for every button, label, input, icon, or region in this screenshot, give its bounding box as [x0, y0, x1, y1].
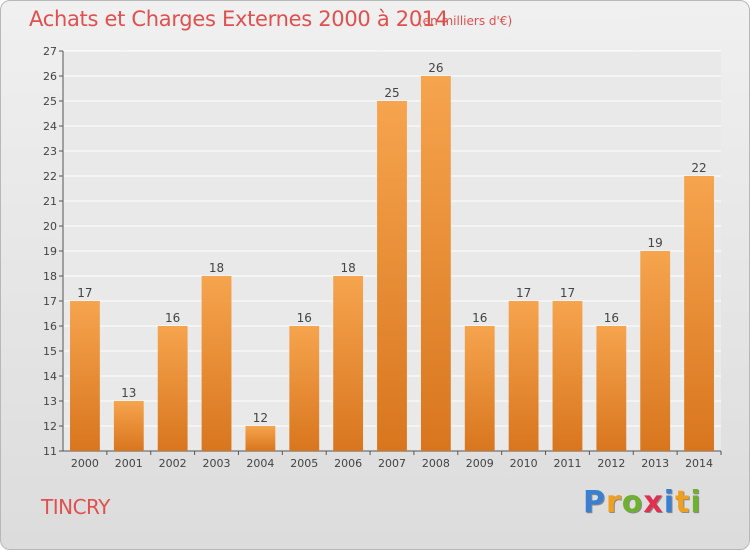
data-labels: 17 13 16 18 12 16 18 25 26 16 17 17 16 19 22 [77, 61, 706, 425]
data-label: 16 [604, 311, 619, 325]
y-tick-label: 16 [43, 320, 57, 333]
y-tick-label: 25 [43, 95, 57, 108]
bars [70, 76, 714, 451]
commune-name: TINCRY [41, 495, 110, 519]
y-tick-label: 26 [43, 70, 57, 83]
data-label: 17 [77, 286, 92, 300]
x-tick-label: 2006 [334, 457, 362, 470]
x-tick-label: 2009 [466, 457, 494, 470]
x-tick-label: 2014 [685, 457, 713, 470]
x-tick-label: 2003 [203, 457, 231, 470]
y-tick-label: 15 [43, 345, 57, 358]
bar-2007 [377, 101, 407, 451]
proxiti-logo[interactable]: Proxiti [583, 485, 702, 520]
x-tick-label: 2008 [422, 457, 450, 470]
y-tick-label: 22 [43, 170, 57, 183]
y-tick-label: 24 [43, 120, 57, 133]
x-tick-label: 2007 [378, 457, 406, 470]
bar-2005 [289, 326, 320, 451]
y-tick-label: 12 [43, 420, 57, 433]
data-label: 19 [648, 236, 663, 250]
data-label: 18 [340, 261, 355, 275]
data-label: 13 [121, 386, 136, 400]
x-tick-label: 2004 [246, 457, 274, 470]
logo-letter: r [606, 485, 622, 520]
data-label: 17 [560, 286, 575, 300]
bar-2011 [552, 301, 583, 451]
logo-letter: t [675, 485, 691, 520]
data-label: 16 [472, 311, 487, 325]
x-tick-label: 2012 [597, 457, 625, 470]
y-tick-label: 21 [43, 195, 57, 208]
bar-2013 [640, 251, 671, 451]
bar-2008 [420, 76, 451, 451]
bar-2012 [596, 326, 627, 451]
logo-letter: P [583, 485, 606, 520]
x-tick-label: 2005 [290, 457, 318, 470]
bar-2009 [464, 326, 495, 451]
x-tick-label: 2000 [71, 457, 99, 470]
bar-2004 [245, 426, 276, 451]
data-label: 26 [428, 61, 443, 75]
logo-letter: i [663, 485, 676, 520]
y-tick-label: 19 [43, 245, 57, 258]
y-tick-label: 11 [43, 445, 57, 458]
data-label: 16 [165, 311, 180, 325]
logo-letter: x [643, 485, 664, 520]
data-label: 12 [253, 411, 268, 425]
y-tick-label: 20 [43, 220, 57, 233]
x-tick-label: 2010 [510, 457, 538, 470]
data-label: 17 [516, 286, 531, 300]
bar-2000 [70, 301, 100, 451]
bar-2003 [201, 276, 232, 451]
x-tick-label: 2011 [553, 457, 581, 470]
x-tick-label: 2001 [115, 457, 143, 470]
y-tick-label: 14 [43, 370, 57, 383]
data-label: 18 [209, 261, 224, 275]
bar-2002 [157, 326, 188, 451]
y-tick-label: 13 [43, 395, 57, 408]
y-tick-label: 18 [43, 270, 57, 283]
bar-2014 [684, 176, 714, 451]
y-tick-label: 27 [43, 45, 57, 58]
y-tick-label: 17 [43, 295, 57, 308]
y-tick-label: 23 [43, 145, 57, 158]
bar-2010 [508, 301, 539, 451]
x-tick-label: 2013 [641, 457, 669, 470]
data-label: 22 [691, 161, 706, 175]
bar-2001 [113, 401, 144, 451]
chart-title: Achats et Charges Externes 2000 à 2014 [29, 7, 449, 31]
chart-subtitle: (en milliers d'€) [418, 14, 513, 28]
logo-letter: i [690, 485, 702, 520]
x-tick-label: 2002 [159, 457, 187, 470]
data-label: 16 [297, 311, 312, 325]
data-label: 25 [384, 86, 399, 100]
bar-2006 [333, 276, 364, 451]
logo-letter: o [621, 485, 644, 520]
